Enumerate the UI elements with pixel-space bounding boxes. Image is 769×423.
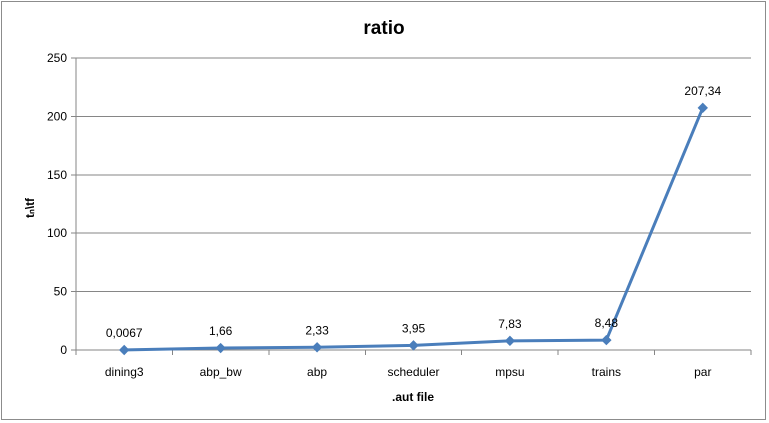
data-labels: 0,0067 1,66 2,33 3,95 7,83 8,48 207,34 xyxy=(106,84,722,340)
data-point xyxy=(601,334,612,346)
x-tick-label: abp xyxy=(307,365,327,379)
chart-title: ratio xyxy=(363,18,404,39)
data-point xyxy=(215,342,226,354)
data-point xyxy=(119,344,130,356)
data-label: 207,34 xyxy=(684,84,721,98)
x-axis-label: .aut file xyxy=(392,390,434,404)
x-tick-label: mpsu xyxy=(495,365,524,379)
y-axis-label: tₙ\tf xyxy=(23,197,37,218)
data-point xyxy=(697,102,708,114)
y-tick-label: 250 xyxy=(47,51,67,65)
data-label: 7,83 xyxy=(498,317,522,331)
y-tick-label: 200 xyxy=(47,109,67,123)
y-axis-ticks: 0 50 100 150 200 250 xyxy=(47,51,76,357)
x-tick-label: abp_bw xyxy=(200,365,242,379)
data-label: 3,95 xyxy=(402,321,426,335)
x-tick-label: par xyxy=(694,365,711,379)
y-tick-label: 0 xyxy=(60,343,67,357)
data-point xyxy=(504,335,516,347)
series-line-group xyxy=(119,102,708,356)
y-tick-label: 50 xyxy=(54,285,68,299)
x-tick-label: scheduler xyxy=(387,365,439,379)
data-label: 1,66 xyxy=(209,324,233,338)
y-tick-label: 100 xyxy=(47,226,67,240)
x-tick-label: dining3 xyxy=(105,365,144,379)
data-label: 2,33 xyxy=(305,323,329,337)
data-point xyxy=(311,342,323,353)
y-tick-label: 150 xyxy=(47,168,67,182)
data-point xyxy=(408,340,419,351)
x-tick-label: trains xyxy=(592,365,621,379)
gridlines xyxy=(76,57,751,293)
data-label: 0,0067 xyxy=(106,326,143,340)
series-line xyxy=(124,107,705,352)
data-label: 8,48 xyxy=(595,316,619,330)
